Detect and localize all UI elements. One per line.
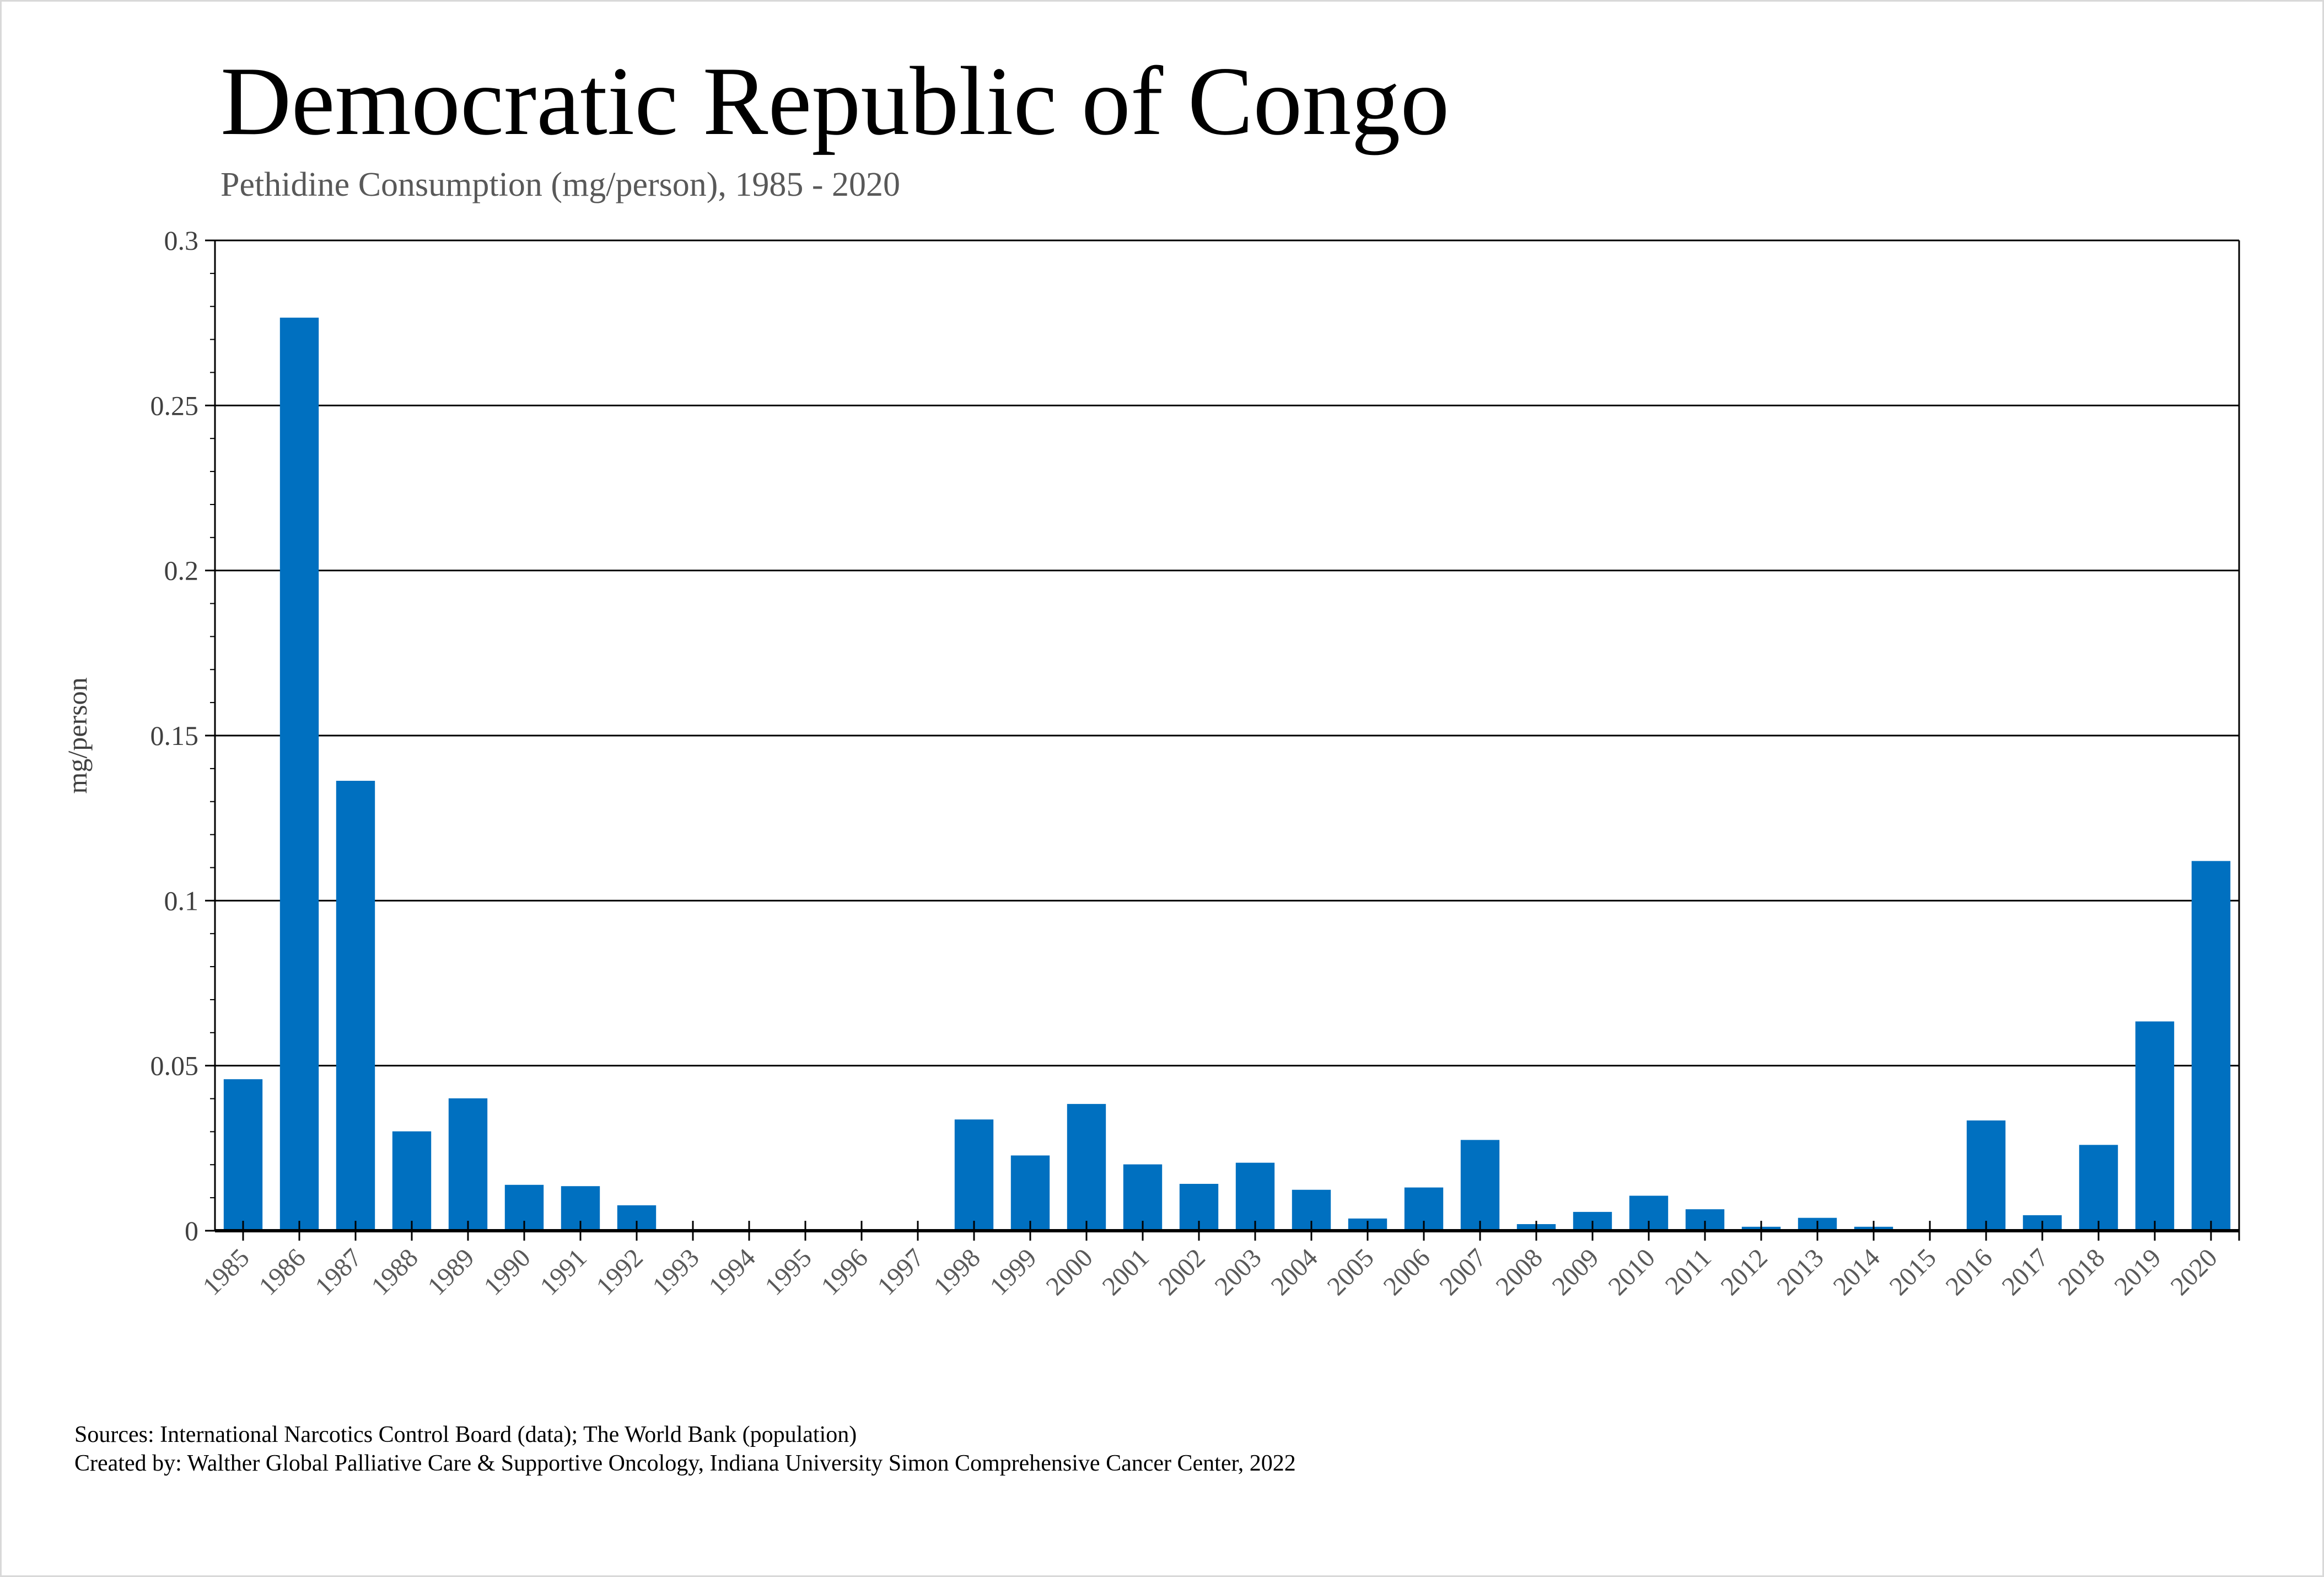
- x-tick-label: 2006: [1378, 1243, 1435, 1301]
- y-tick-label: 0.1: [164, 885, 199, 916]
- bar-2000: [1067, 1104, 1106, 1231]
- x-tick-label: 1986: [253, 1243, 311, 1301]
- x-tick-label: 2016: [1940, 1243, 1998, 1301]
- x-tick-label: 1985: [197, 1243, 255, 1301]
- x-tick-label: 1989: [422, 1243, 480, 1301]
- y-tick-label: 0.05: [150, 1050, 199, 1081]
- bar-1987: [336, 781, 375, 1231]
- bar-1999: [1010, 1155, 1050, 1231]
- y-tick-label: 0.15: [150, 720, 199, 751]
- x-tick-label: 1991: [534, 1243, 592, 1301]
- x-tick-label: 2002: [1153, 1243, 1211, 1301]
- bar-1986: [279, 318, 319, 1231]
- bar-1985: [223, 1079, 263, 1231]
- x-tick-label: 2009: [1546, 1243, 1604, 1301]
- bar-1988: [392, 1131, 432, 1231]
- chart-title: Democratic Republic of Congo: [220, 46, 1450, 155]
- x-tick-label: 1994: [703, 1243, 761, 1301]
- x-tick-label: 2020: [2165, 1243, 2223, 1301]
- x-tick-label: 2007: [1434, 1243, 1492, 1301]
- x-tick-label: 2018: [2052, 1243, 2110, 1301]
- x-tick-label: 1987: [309, 1243, 367, 1301]
- x-tick-label: 2014: [1827, 1243, 1885, 1301]
- x-tick-label: 1992: [590, 1243, 648, 1301]
- x-tick-label: 2003: [1209, 1243, 1267, 1301]
- bar-2019: [2135, 1021, 2175, 1231]
- footer-sources: Sources: International Narcotics Control…: [74, 1422, 857, 1447]
- bar-2016: [1966, 1120, 2006, 1231]
- y-tick-label: 0.2: [164, 555, 199, 586]
- bar-2007: [1460, 1140, 1500, 1231]
- x-tick-label: 1995: [759, 1243, 817, 1301]
- x-tick-label: 2011: [1660, 1243, 1717, 1300]
- chart-subtitle: Pethidine Consumption (mg/person), 1985 …: [220, 166, 901, 203]
- bar-2001: [1123, 1164, 1163, 1231]
- x-tick-label: 2015: [1884, 1243, 1941, 1301]
- x-tick-label: 1998: [928, 1243, 986, 1301]
- x-tick-label: 2000: [1040, 1243, 1098, 1301]
- x-tick-label: 1988: [365, 1243, 423, 1301]
- x-tick-label: 2001: [1096, 1243, 1154, 1301]
- x-tick-label: 1999: [984, 1243, 1042, 1301]
- bar-1989: [448, 1098, 488, 1231]
- bar-2018: [2079, 1145, 2118, 1231]
- y-tick-label: 0: [185, 1215, 198, 1246]
- footer-created-by: Created by: Walther Global Palliative Ca…: [74, 1451, 1296, 1476]
- x-tick-label: 2019: [2108, 1243, 2166, 1301]
- x-tick-label: 1990: [478, 1243, 536, 1301]
- bar-2003: [1235, 1162, 1275, 1231]
- x-tick-label: 2013: [1771, 1243, 1829, 1301]
- x-tick-label: 2017: [1996, 1243, 2054, 1301]
- x-tick-label: 1997: [872, 1243, 929, 1301]
- bar-2020: [2191, 861, 2231, 1231]
- x-tick-label: 1993: [647, 1243, 704, 1301]
- x-tick-label: 2010: [1602, 1243, 1660, 1301]
- x-tick-label: 2008: [1490, 1243, 1548, 1301]
- y-tick-label: 0.3: [164, 225, 199, 256]
- bar-1998: [954, 1119, 994, 1231]
- x-tick-label: 2005: [1321, 1243, 1379, 1301]
- x-tick-label: 2004: [1265, 1243, 1323, 1301]
- x-tick-label: 2012: [1715, 1243, 1773, 1301]
- y-tick-label: 0.25: [150, 390, 199, 421]
- x-tick-label: 1996: [815, 1243, 873, 1301]
